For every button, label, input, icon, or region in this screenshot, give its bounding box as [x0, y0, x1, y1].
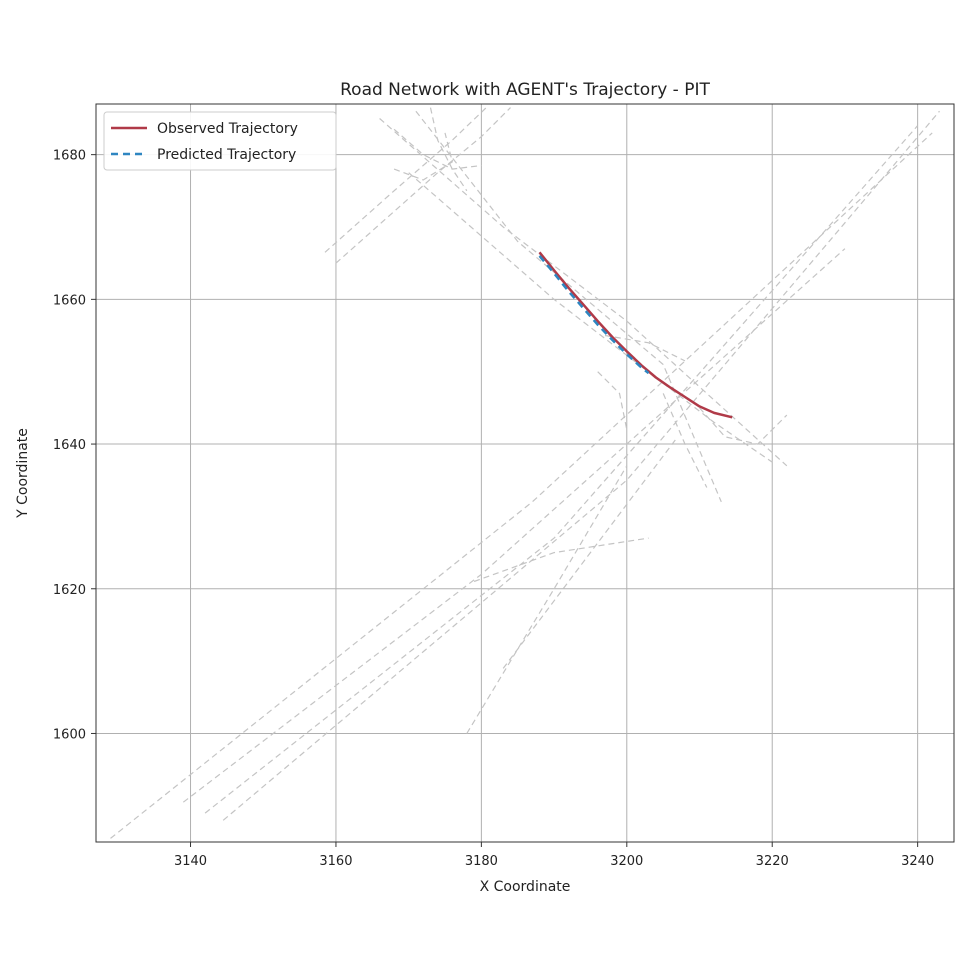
- x-tick-label: 3200: [610, 854, 643, 869]
- chart-title: Road Network with AGENT's Trajectory - P…: [340, 80, 710, 100]
- road-lane: [597, 371, 628, 430]
- road-lane: [415, 110, 722, 503]
- road-lane: [110, 132, 933, 839]
- plot-frame: [95, 103, 955, 843]
- road-network: [110, 104, 940, 839]
- legend-box: [103, 111, 337, 171]
- legend-label-predicted: Predicted Trajectory: [157, 147, 296, 163]
- road-lane: [379, 118, 788, 467]
- road-lane: [393, 132, 453, 181]
- road-lane: [222, 110, 940, 821]
- x-tick-label: 3140: [174, 854, 207, 869]
- x-tick-label: 3160: [319, 854, 352, 869]
- y-axis-label: Y Coordinate: [15, 428, 31, 519]
- y-tick-label: 1660: [53, 293, 86, 308]
- road-lane: [473, 537, 649, 583]
- road-lane: [699, 407, 788, 445]
- road-lane: [662, 393, 708, 488]
- road-lane: [604, 334, 686, 362]
- series-group: [538, 251, 733, 419]
- y-tick-label: 1680: [53, 149, 86, 164]
- observed-trajectory-line: [538, 251, 733, 419]
- x-tick-label: 3220: [756, 854, 789, 869]
- y-tick-label: 1620: [53, 583, 86, 598]
- road-lane: [408, 172, 773, 463]
- road-lane: [502, 436, 679, 669]
- x-axis-label: X Coordinate: [480, 879, 571, 895]
- y-tick-label: 1600: [53, 727, 86, 742]
- road-lane: [393, 128, 482, 170]
- grid: [96, 104, 954, 842]
- legend: Observed Trajectory Predicted Trajectory: [103, 111, 337, 171]
- road-lane: [182, 248, 846, 803]
- road-lane: [466, 465, 628, 734]
- legend-label-observed: Observed Trajectory: [157, 121, 298, 137]
- road-lane: [204, 125, 919, 814]
- x-axis-ticks: 3140 3160 3180 3200 3220 3240: [174, 842, 934, 869]
- road-lane: [324, 104, 490, 253]
- y-tick-label: 1640: [53, 438, 86, 453]
- x-tick-label: 3240: [901, 854, 934, 869]
- x-tick-label: 3180: [465, 854, 498, 869]
- road-lane: [335, 107, 511, 264]
- y-axis-ticks: 1600 1620 1640 1660 1680: [53, 149, 96, 742]
- predicted-trajectory-line: [538, 255, 650, 375]
